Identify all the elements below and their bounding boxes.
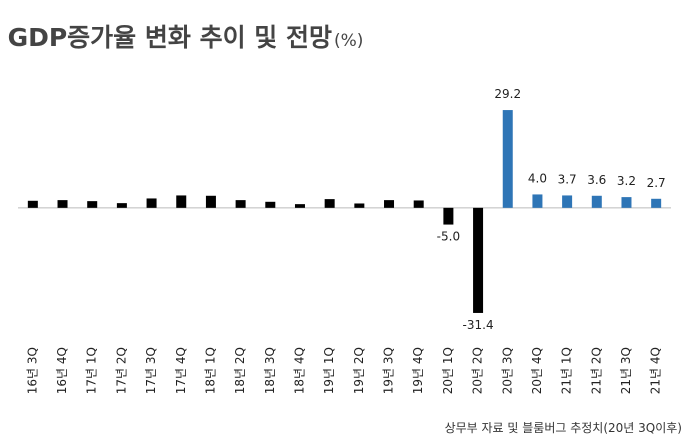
value-label: 29.2 [494, 87, 521, 101]
bar [235, 200, 246, 208]
source-note: 상무부 자료 및 블룸버그 추정치(20년 3Q이후) [445, 421, 682, 435]
bar [324, 199, 335, 208]
bar [116, 203, 127, 208]
x-tick-label: 17년 3Q [144, 347, 158, 394]
bar [294, 204, 305, 208]
chart-title: 미국 GDP증가율 변화 추이 및 전망 [0, 23, 332, 52]
value-label: -5.0 [437, 230, 460, 244]
value-label: 4.0 [528, 171, 547, 185]
bar [87, 201, 98, 208]
bar [146, 198, 157, 208]
x-tick-label: 20년 1Q [441, 347, 455, 394]
x-tick-label: 17년 2Q [114, 347, 128, 394]
x-tick-label: 17년 4Q [174, 347, 188, 394]
bar [354, 203, 365, 208]
bar [532, 194, 543, 208]
x-tick-label: 18년 4Q [292, 347, 306, 394]
x-tick-label: 18년 3Q [263, 347, 277, 394]
x-tick-label: 19년 2Q [352, 347, 366, 394]
x-tick-label: 18년 2Q [233, 347, 247, 394]
x-tick-label: 21년 1Q [560, 347, 574, 394]
x-tick-label: 18년 1Q [203, 347, 217, 394]
bar [57, 200, 68, 208]
bar [621, 197, 632, 208]
bar [502, 110, 513, 208]
value-label: 3.7 [558, 172, 577, 186]
bar [443, 207, 454, 225]
value-label: 2.7 [647, 176, 666, 190]
x-tick-label: 21년 2Q [589, 347, 603, 394]
x-tick-label: 17년 1Q [85, 347, 99, 394]
value-label: 3.6 [587, 173, 606, 187]
bar [562, 195, 573, 208]
value-label: -31.4 [463, 318, 494, 332]
bar [205, 195, 216, 208]
bar [176, 195, 187, 208]
x-tick-label: 19년 4Q [411, 347, 425, 394]
x-tick-label: 20년 4Q [530, 347, 544, 394]
x-tick-label: 20년 2Q [471, 347, 485, 394]
bar [591, 195, 602, 208]
bar [413, 200, 424, 208]
x-tick-label: 16년 4Q [55, 347, 69, 394]
x-tick-label: 20년 3Q [500, 347, 514, 394]
x-tick-label: 21년 3Q [619, 347, 633, 394]
x-tick-label: 21년 4Q [649, 347, 663, 394]
x-tick-label: 19년 1Q [322, 347, 336, 394]
bar [27, 200, 38, 208]
chart-title-unit: (%) [334, 31, 363, 51]
value-label: 3.2 [617, 174, 636, 188]
bar [651, 198, 662, 208]
x-tick-label: 19년 3Q [382, 347, 396, 394]
bar [473, 207, 484, 313]
x-tick-label: 16년 3Q [25, 347, 39, 394]
bar [265, 201, 276, 208]
bar [384, 200, 395, 208]
